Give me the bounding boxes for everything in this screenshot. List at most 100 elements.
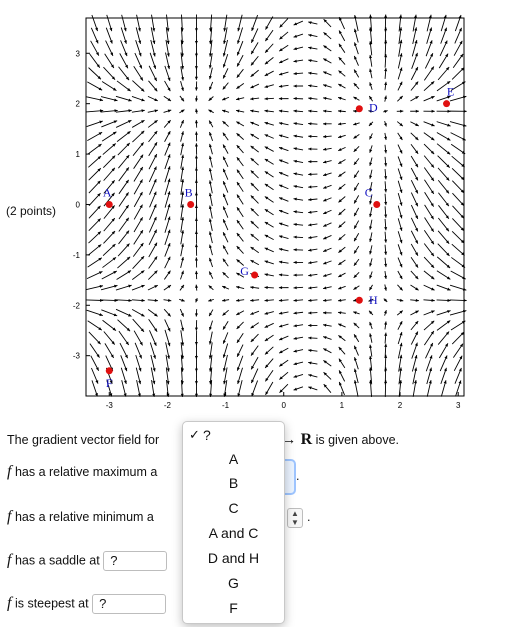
vector-arrowhead: [445, 331, 450, 335]
vector-arrowhead: [180, 355, 185, 360]
option-blank[interactable]: ?: [203, 427, 211, 443]
vector-arrowhead: [152, 393, 156, 397]
vector-arrowhead: [338, 43, 342, 48]
vector-arrowhead: [127, 270, 132, 274]
vector-arrowhead: [125, 205, 129, 209]
vector-arrowhead: [399, 202, 403, 206]
vector-arrowhead: [223, 206, 226, 210]
vector-arrowhead: [399, 14, 403, 18]
vector-arrowhead: [369, 333, 373, 337]
vector-arrowhead: [415, 321, 419, 325]
vector-arrowhead: [353, 311, 357, 315]
vector-arrowhead: [308, 134, 312, 138]
vector-arrowhead: [415, 202, 418, 207]
vector-arrowhead: [399, 239, 403, 244]
vector-arrowhead: [167, 131, 171, 135]
vector-arrowhead: [95, 52, 99, 56]
vector-arrowhead: [414, 342, 418, 347]
vector-arrowhead: [369, 82, 373, 86]
vector-arrowhead: [208, 218, 212, 222]
vector-arrowhead: [98, 327, 102, 331]
vector-arrowhead: [223, 219, 226, 223]
vector-arrowhead: [154, 256, 158, 260]
point-label-c: C: [365, 185, 373, 199]
option-a-and-c[interactable]: A and C: [208, 525, 259, 541]
vector-arrowhead: [323, 236, 327, 240]
vector-arrowhead: [152, 368, 156, 372]
option-d-and-h[interactable]: D and H: [207, 550, 260, 566]
vector-arrowhead: [110, 64, 114, 68]
vector-arrowhead: [293, 72, 297, 76]
vector-arrowhead: [462, 287, 467, 291]
vector-arrowhead: [181, 166, 185, 171]
vector-arrowhead: [237, 353, 240, 357]
vector-arrowhead: [461, 150, 466, 154]
labeled-points: A B C D E F G H: [103, 85, 454, 390]
vector-arrowhead: [181, 179, 185, 183]
vector-arrowhead: [369, 226, 373, 230]
option-f[interactable]: F: [229, 600, 238, 616]
vector-arrowhead: [461, 264, 466, 268]
point-g: [251, 271, 259, 279]
vector-arrowhead: [95, 39, 99, 44]
vector-arrowhead: [278, 273, 283, 277]
vector-arrowhead: [279, 197, 283, 201]
vector-arrowhead: [353, 135, 357, 139]
vector-arrowhead: [353, 148, 358, 152]
vector-arrowhead: [279, 48, 283, 52]
vector-arrowhead: [323, 336, 327, 340]
vector-arrowhead: [194, 53, 198, 57]
vector-arrowhead: [236, 339, 240, 343]
vector-arrowhead: [264, 273, 268, 277]
vector-arrowhead: [293, 349, 297, 353]
vector-arrowhead: [236, 181, 240, 186]
vector-arrowhead: [167, 77, 171, 82]
saddle-select[interactable]: ?: [103, 551, 168, 571]
vector-arrowhead: [112, 257, 117, 261]
vector-arrowhead: [462, 123, 467, 127]
vector-arrowhead: [208, 192, 212, 197]
steepest-select[interactable]: ?: [92, 594, 167, 614]
vector-arrowhead: [167, 87, 171, 92]
vector-arrowhead: [154, 142, 158, 146]
vector-arrowhead: [369, 250, 373, 255]
vector-arrowhead: [180, 53, 184, 57]
min-select-stepper[interactable]: ▲ ▼: [287, 508, 303, 528]
vector-arrowhead: [447, 109, 451, 113]
vector-arrowhead: [293, 197, 297, 201]
vector-arrowhead: [195, 298, 199, 303]
option-b[interactable]: B: [228, 475, 239, 491]
vector-arrowhead: [154, 120, 158, 124]
vector-arrowhead: [323, 160, 327, 164]
vector-arrowhead: [154, 242, 157, 247]
vector-arrowhead: [308, 33, 312, 37]
x-tick-label: 1: [340, 401, 345, 410]
vector-arrowhead: [264, 298, 268, 302]
vector-arrowhead: [222, 132, 226, 137]
vector-arrowhead: [460, 189, 465, 193]
point-d: [355, 105, 363, 113]
vector-arrowhead: [447, 298, 451, 302]
vector-arrowhead: [167, 355, 171, 359]
vector-arrowhead: [95, 367, 99, 371]
vector-arrowhead: [97, 75, 101, 80]
y-tick-label: 1: [76, 150, 81, 159]
answer-dropdown-menu[interactable]: ✓ ? A B C A and C D and H G F: [182, 421, 285, 624]
vector-arrowhead: [264, 196, 269, 200]
vector-arrowhead: [181, 142, 185, 147]
vector-arrowhead: [222, 258, 226, 263]
vector-arrowhead: [338, 346, 342, 351]
vector-arrowhead: [194, 381, 198, 385]
vector-arrowhead: [141, 284, 145, 288]
vector-arrowhead: [399, 27, 403, 31]
vector-arrowhead: [384, 136, 388, 140]
vector-arrowhead: [443, 367, 447, 372]
vector-arrowhead: [462, 309, 467, 313]
vector-arrowhead: [430, 190, 434, 194]
vector-arrowhead: [399, 354, 403, 359]
vector-arrowhead: [429, 27, 433, 31]
option-a[interactable]: A: [228, 451, 239, 467]
vector-arrowhead: [293, 311, 297, 315]
option-g[interactable]: G: [228, 575, 239, 591]
option-c[interactable]: C: [228, 500, 239, 516]
